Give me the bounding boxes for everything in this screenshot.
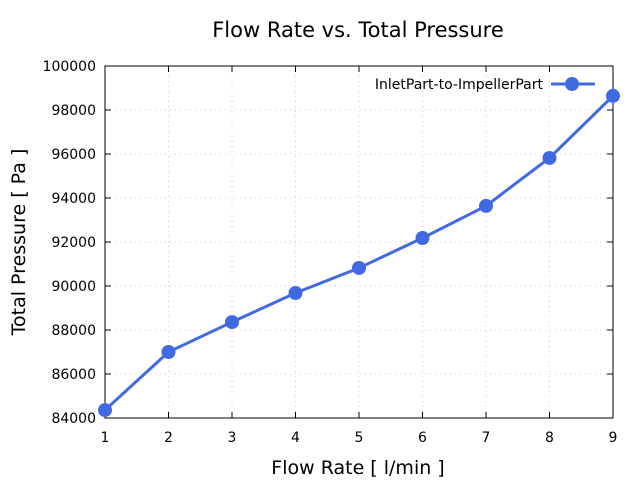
legend-label: InletPart-to-ImpellerPart	[375, 77, 544, 93]
y-tick-label: 90000	[51, 279, 96, 295]
data-point	[415, 231, 430, 246]
y-tick-label: 100000	[43, 59, 96, 75]
legend: InletPart-to-ImpellerPart	[375, 77, 595, 93]
y-tick-label: 92000	[51, 235, 96, 251]
x-tick-label: 8	[545, 430, 554, 446]
series-layer	[98, 88, 620, 418]
data-point	[606, 88, 620, 103]
data-point	[161, 345, 176, 359]
y-tick-label: 98000	[51, 103, 96, 119]
grid	[105, 66, 613, 418]
data-point	[352, 260, 366, 275]
x-tick-label: 2	[164, 430, 173, 446]
data-point	[225, 315, 239, 330]
x-tick-label: 6	[418, 430, 427, 446]
y-tick-label: 88000	[51, 323, 96, 339]
series-line	[103, 94, 615, 412]
y-tick-label: 86000	[51, 367, 96, 383]
data-point	[542, 150, 557, 165]
axis-ticks: 1 2 3 4 5 6 7 8 9 84000 86000 88000 90000 92000 94000 9…	[43, 59, 618, 446]
y-tick-label: 96000	[51, 147, 96, 163]
data-point	[288, 286, 303, 301]
x-axis-label: Flow Rate [ l/min ]	[271, 457, 444, 479]
y-tick-label: 94000	[51, 191, 96, 207]
legend-marker	[565, 77, 579, 91]
x-tick-label: 7	[482, 430, 491, 446]
data-point	[98, 403, 112, 418]
data-point	[479, 198, 493, 213]
y-tick-label: 84000	[51, 411, 96, 427]
x-tick-label: 1	[101, 430, 110, 446]
x-tick-label: 5	[355, 430, 364, 446]
x-tick-label: 3	[228, 430, 237, 446]
x-tick-label: 4	[291, 430, 300, 446]
x-tick-label: 9	[609, 430, 618, 446]
chart-title: Flow Rate vs. Total Pressure	[212, 18, 504, 42]
y-axis-label: Total Pressure [ Pa ]	[8, 149, 30, 337]
